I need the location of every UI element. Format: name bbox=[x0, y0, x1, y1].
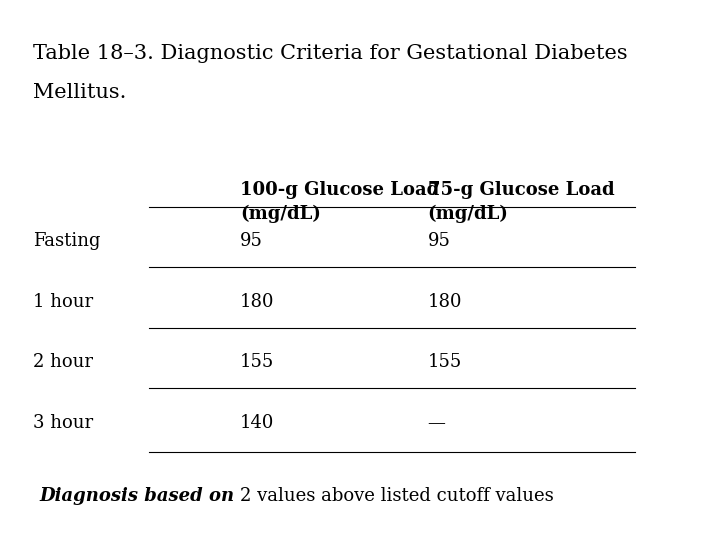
Text: 1 hour: 1 hour bbox=[33, 293, 93, 310]
Text: 140: 140 bbox=[240, 414, 274, 431]
Text: 75-g Glucose Load
(mg/dL): 75-g Glucose Load (mg/dL) bbox=[428, 180, 614, 222]
Text: 180: 180 bbox=[240, 293, 274, 310]
Text: —: — bbox=[428, 414, 446, 431]
Text: Fasting: Fasting bbox=[33, 232, 100, 250]
Text: Mellitus.: Mellitus. bbox=[33, 83, 126, 102]
Text: 3 hour: 3 hour bbox=[33, 414, 93, 431]
Text: 180: 180 bbox=[428, 293, 462, 310]
Text: 2 hour: 2 hour bbox=[33, 353, 93, 371]
Text: 155: 155 bbox=[428, 353, 462, 371]
Text: Table 18–3. Diagnostic Criteria for Gestational Diabetes: Table 18–3. Diagnostic Criteria for Gest… bbox=[33, 44, 627, 63]
Text: 95: 95 bbox=[240, 232, 263, 250]
Text: 155: 155 bbox=[240, 353, 274, 371]
Text: 95: 95 bbox=[428, 232, 451, 250]
Text: Diagnosis based on: Diagnosis based on bbox=[40, 487, 235, 505]
Text: 2 values above listed cutoff values: 2 values above listed cutoff values bbox=[240, 487, 554, 505]
Text: 100-g Glucose Load
(mg/dL): 100-g Glucose Load (mg/dL) bbox=[240, 180, 439, 222]
